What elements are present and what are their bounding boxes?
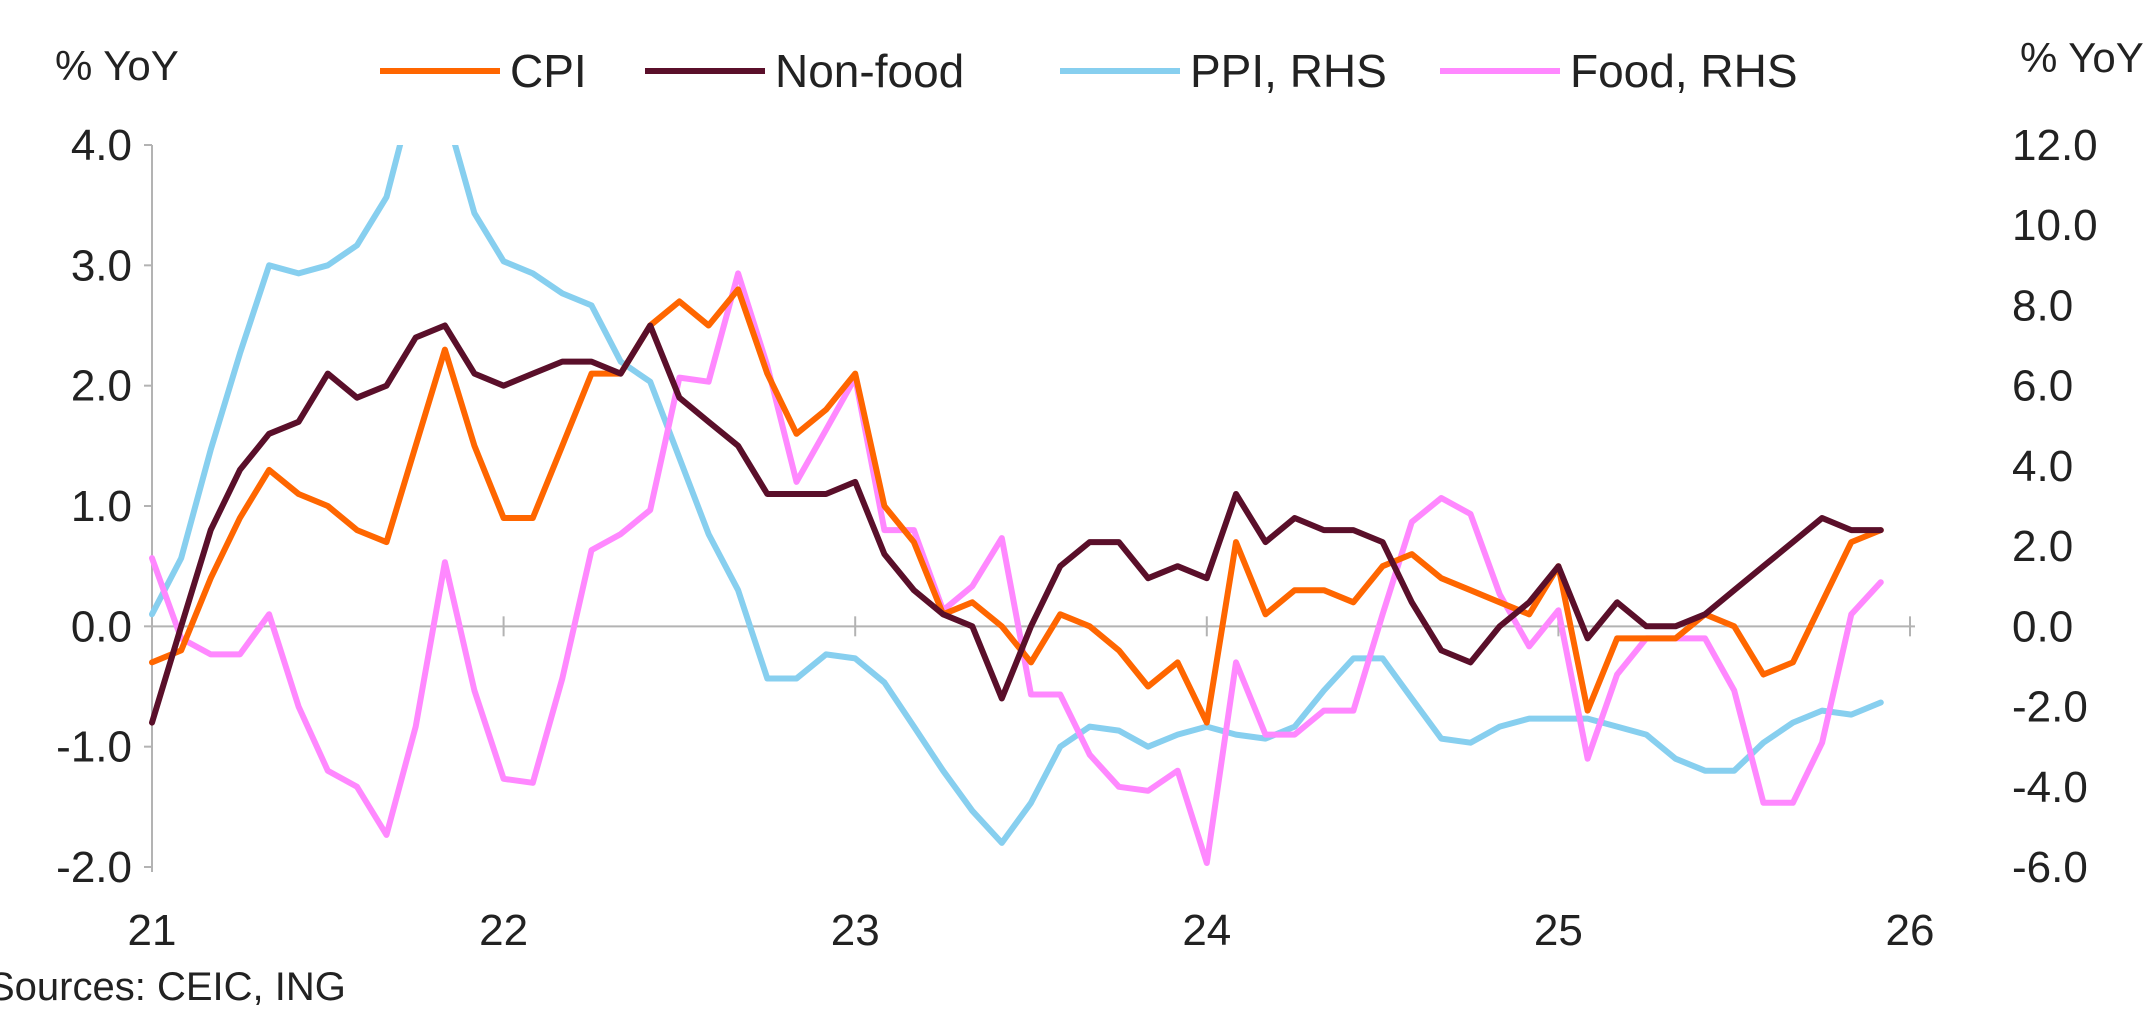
x-tick-label: 25 bbox=[1534, 906, 1583, 955]
right-tick-label: 12.0 bbox=[2012, 121, 2098, 170]
x-axis-ticks: 21 22 23 24 25 26 bbox=[128, 616, 1935, 955]
x-tick-label: 21 bbox=[128, 906, 177, 955]
left-tick-label: 0.0 bbox=[71, 602, 132, 651]
left-tick-label: 4.0 bbox=[71, 121, 132, 170]
x-tick-label: 23 bbox=[831, 906, 880, 955]
right-tick-label: 0.0 bbox=[2012, 602, 2073, 651]
series-line-ppi bbox=[149, 145, 1884, 846]
right-axis-title: % YoY bbox=[2020, 34, 2144, 81]
left-tick-label: -2.0 bbox=[56, 843, 132, 892]
legend-label-food: Food, RHS bbox=[1570, 45, 1798, 97]
right-tick-label: 10.0 bbox=[2012, 201, 2098, 250]
series-line-non-food bbox=[149, 322, 1884, 726]
right-tick-label: 4.0 bbox=[2012, 442, 2073, 491]
right-axis-ticks: 12.0 10.0 8.0 6.0 4.0 2.0 0.0 -2.0 -4.0 -6.0 bbox=[2012, 121, 2098, 892]
series-line-cpi bbox=[149, 286, 1884, 726]
left-tick-label: 3.0 bbox=[71, 241, 132, 290]
left-tick-label: 2.0 bbox=[71, 362, 132, 411]
x-tick-label: 22 bbox=[479, 906, 528, 955]
left-axis-title: % YoY bbox=[55, 42, 179, 89]
series-line-food bbox=[149, 270, 1884, 866]
x-tick-label: 24 bbox=[1182, 906, 1231, 955]
legend: CPI Non-food PPI, RHS Food, RHS bbox=[380, 45, 1798, 97]
x-tick-label: 26 bbox=[1886, 906, 1935, 955]
right-tick-label: -4.0 bbox=[2012, 763, 2088, 812]
left-tick-label: 1.0 bbox=[71, 482, 132, 531]
right-tick-label: 8.0 bbox=[2012, 281, 2073, 330]
series-layer bbox=[149, 145, 1884, 866]
right-tick-label: -6.0 bbox=[2012, 843, 2088, 892]
left-tick-label: -1.0 bbox=[56, 723, 132, 772]
source-note: Sources: CEIC, ING bbox=[0, 965, 346, 1009]
right-tick-label: 6.0 bbox=[2012, 362, 2073, 411]
right-tick-label: -2.0 bbox=[2012, 683, 2088, 732]
legend-label-ppi: PPI, RHS bbox=[1190, 45, 1387, 97]
legend-label-non-food: Non-food bbox=[775, 45, 964, 97]
left-axis-ticks: 4.0 3.0 2.0 1.0 0.0 -1.0 -2.0 bbox=[56, 121, 152, 892]
legend-label-cpi: CPI bbox=[510, 45, 587, 97]
right-tick-label: 2.0 bbox=[2012, 522, 2073, 571]
